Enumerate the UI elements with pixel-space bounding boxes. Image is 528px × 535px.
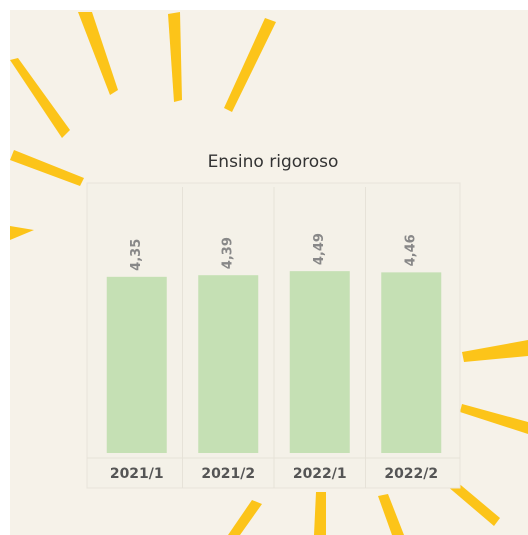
x-tick-label: 2021/1 xyxy=(110,466,164,482)
data-label: 4,49 xyxy=(312,233,327,265)
chart-title: Ensino rigoroso xyxy=(208,152,339,172)
ray xyxy=(314,492,326,535)
data-label: 4,39 xyxy=(221,237,236,269)
ray xyxy=(462,340,528,362)
ray xyxy=(224,18,276,112)
bar xyxy=(381,272,442,453)
ray xyxy=(10,226,34,240)
x-tick-label: 2022/2 xyxy=(384,466,438,482)
ray xyxy=(378,494,404,535)
data-label: 4,35 xyxy=(129,239,144,271)
sun-rays xyxy=(10,12,528,535)
data-label: 4,46 xyxy=(404,234,419,266)
ray xyxy=(168,12,182,102)
ray xyxy=(10,58,70,138)
ray xyxy=(78,12,118,95)
bar xyxy=(106,276,167,453)
ray xyxy=(10,150,84,186)
bar xyxy=(198,275,259,453)
x-tick-label: 2021/2 xyxy=(201,466,255,482)
ray xyxy=(228,500,262,535)
ray xyxy=(460,404,528,434)
x-tick-label: 2022/1 xyxy=(293,466,347,482)
bar xyxy=(289,271,350,453)
